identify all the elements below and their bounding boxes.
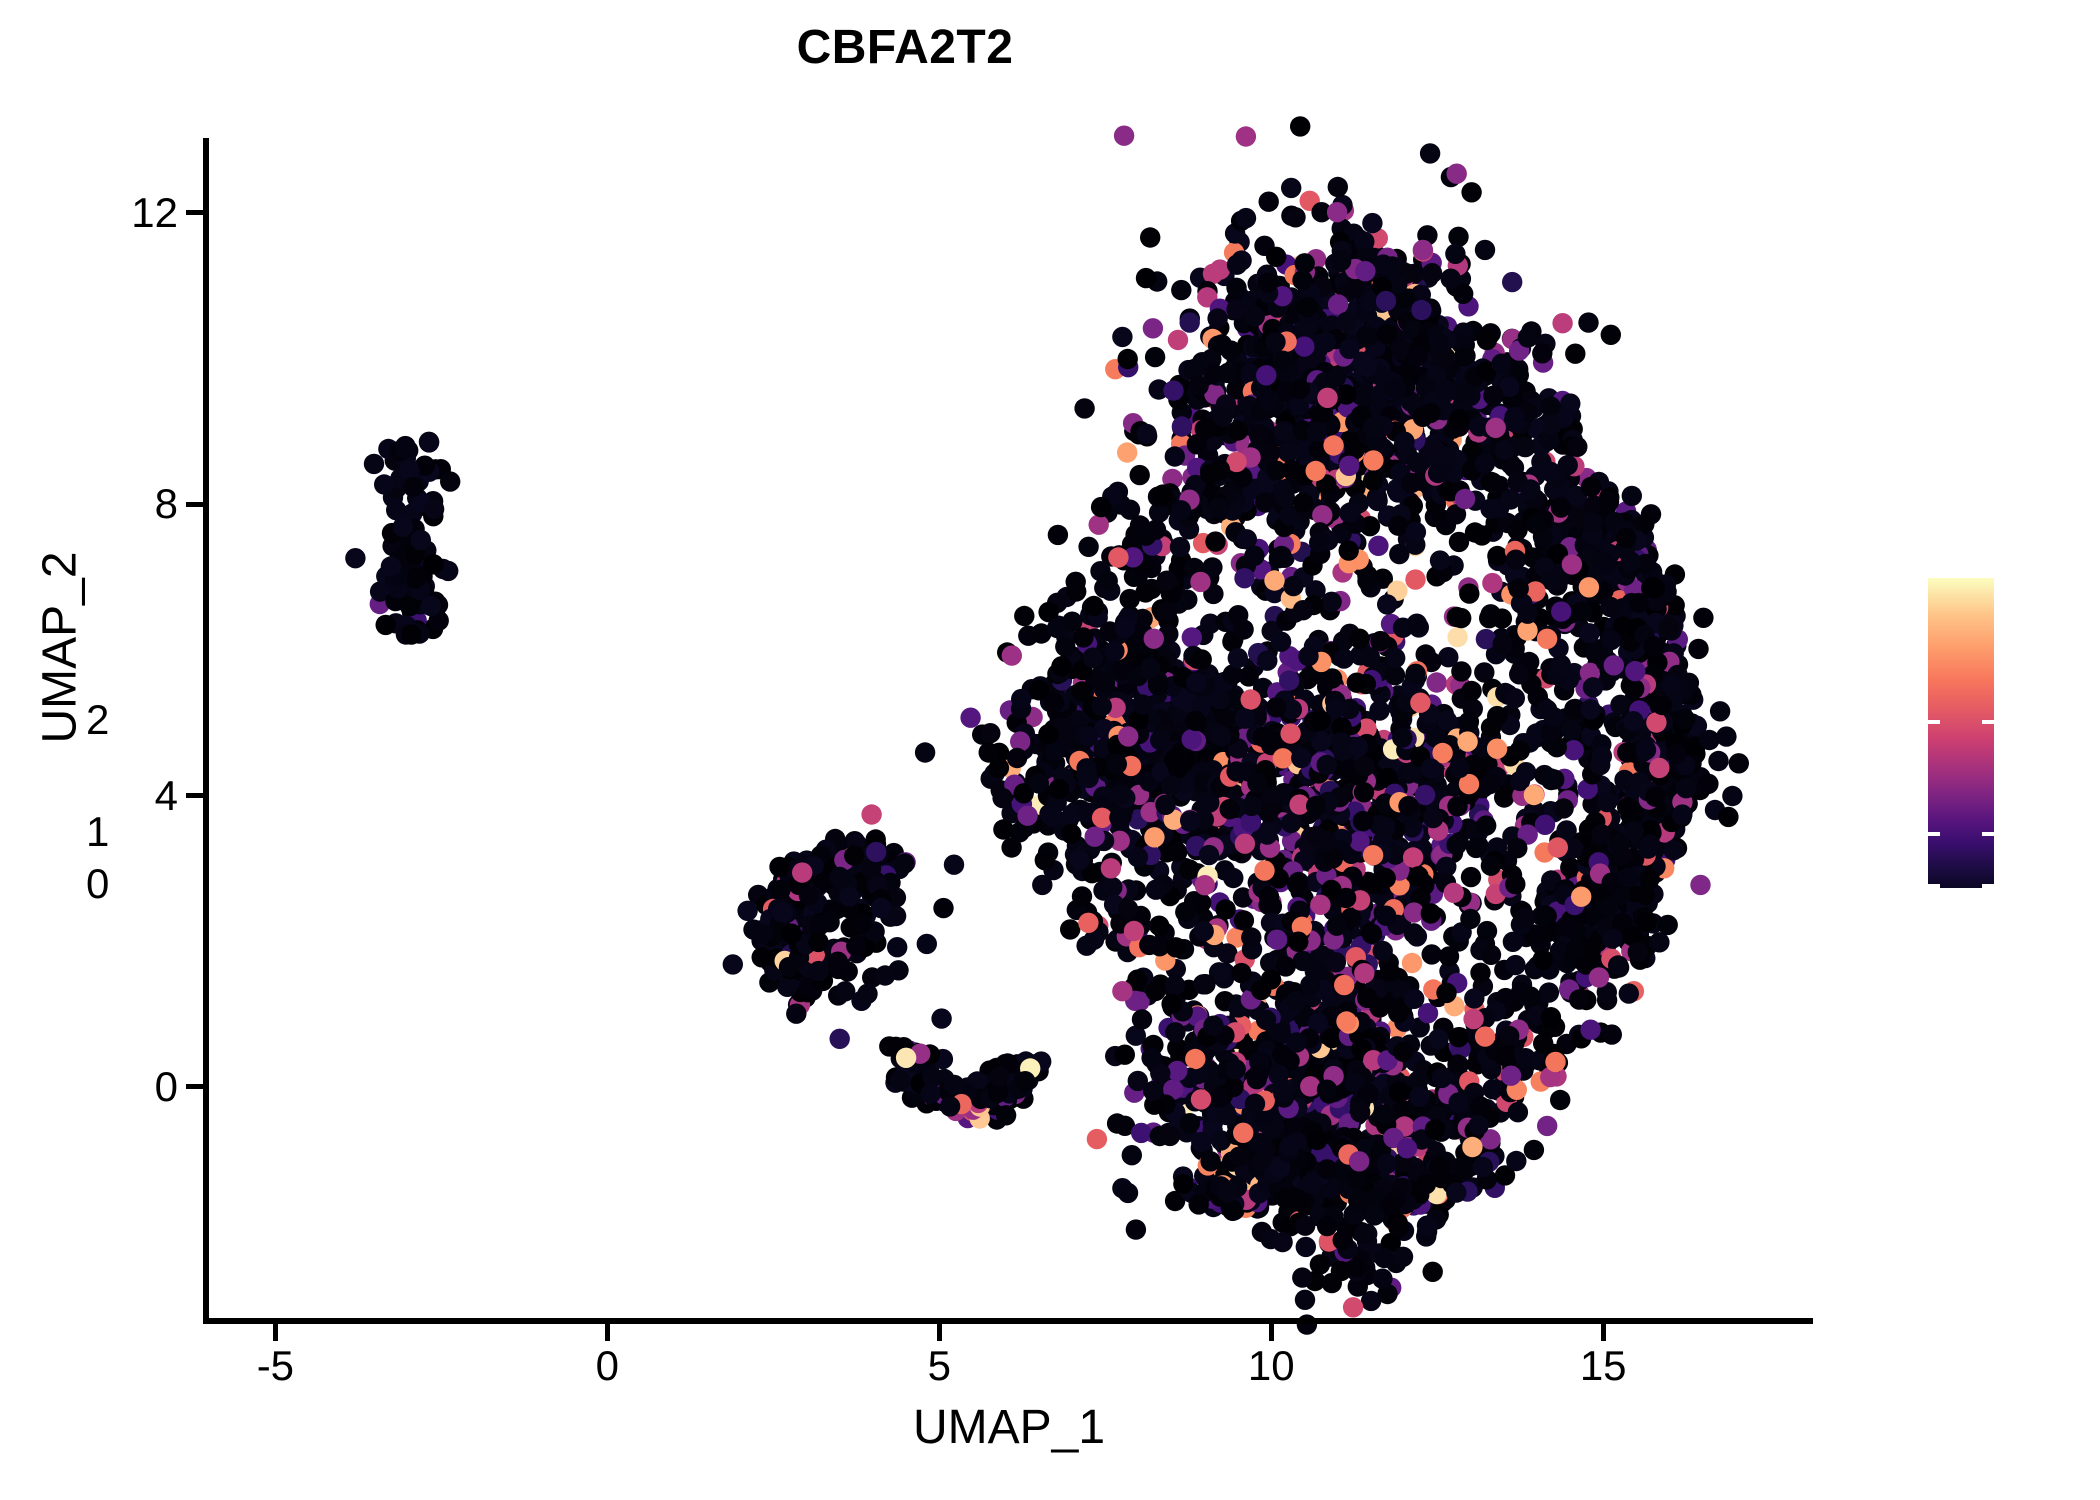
x-tick-label: 5 <box>927 1342 951 1389</box>
y-axis-title: UMAP_2 <box>33 551 87 744</box>
colorbar-gradient <box>1928 578 1994 888</box>
x-tick-mark <box>604 1324 610 1341</box>
scatter-points-layer <box>209 116 1809 1335</box>
y-tick-label: 4 <box>154 771 178 819</box>
y-tick-label: 8 <box>154 480 178 528</box>
scatter-svg <box>345 116 1750 1335</box>
plot-panel <box>209 116 1809 1335</box>
page-title: CBFA2T2 <box>796 21 1014 74</box>
y-axis-line <box>203 138 209 1322</box>
y-tick-mark <box>186 210 203 216</box>
colorbar-tick-left-2 <box>1928 720 1940 724</box>
x-axis-line <box>203 1318 1813 1324</box>
colorbar-legend <box>1928 578 1994 888</box>
y-tick-mark <box>186 501 203 507</box>
x-tick-mark <box>1268 1324 1274 1341</box>
x-tick-label: 15 <box>1579 1342 1627 1389</box>
x-tick-label: -5 <box>256 1342 295 1389</box>
x-tick-label: 10 <box>1247 1342 1295 1389</box>
colorbar-tick-label: 0 <box>86 860 110 907</box>
x-tick-mark <box>272 1324 278 1341</box>
colorbar-tick-right-2 <box>1982 720 1994 724</box>
colorbar-tick-left-0 <box>1928 884 1940 888</box>
x-tick-mark <box>1600 1324 1606 1341</box>
colorbar-tick-right-0 <box>1982 884 1994 888</box>
colorbar-tick-label: 1 <box>86 808 110 855</box>
colorbar-tick-right-1 <box>1982 832 1994 836</box>
x-tick-label: 0 <box>595 1342 620 1389</box>
y-tick-label: 0 <box>154 1062 178 1110</box>
y-tick-mark <box>186 793 203 799</box>
x-tick-mark <box>936 1324 942 1341</box>
x-axis-title: UMAP_1 <box>912 1401 1106 1454</box>
colorbar-tick-left-1 <box>1928 832 1940 836</box>
y-tick-label: 12 <box>131 188 178 236</box>
y-tick-mark <box>186 1084 203 1090</box>
colorbar-tick-label: 2 <box>86 696 110 743</box>
